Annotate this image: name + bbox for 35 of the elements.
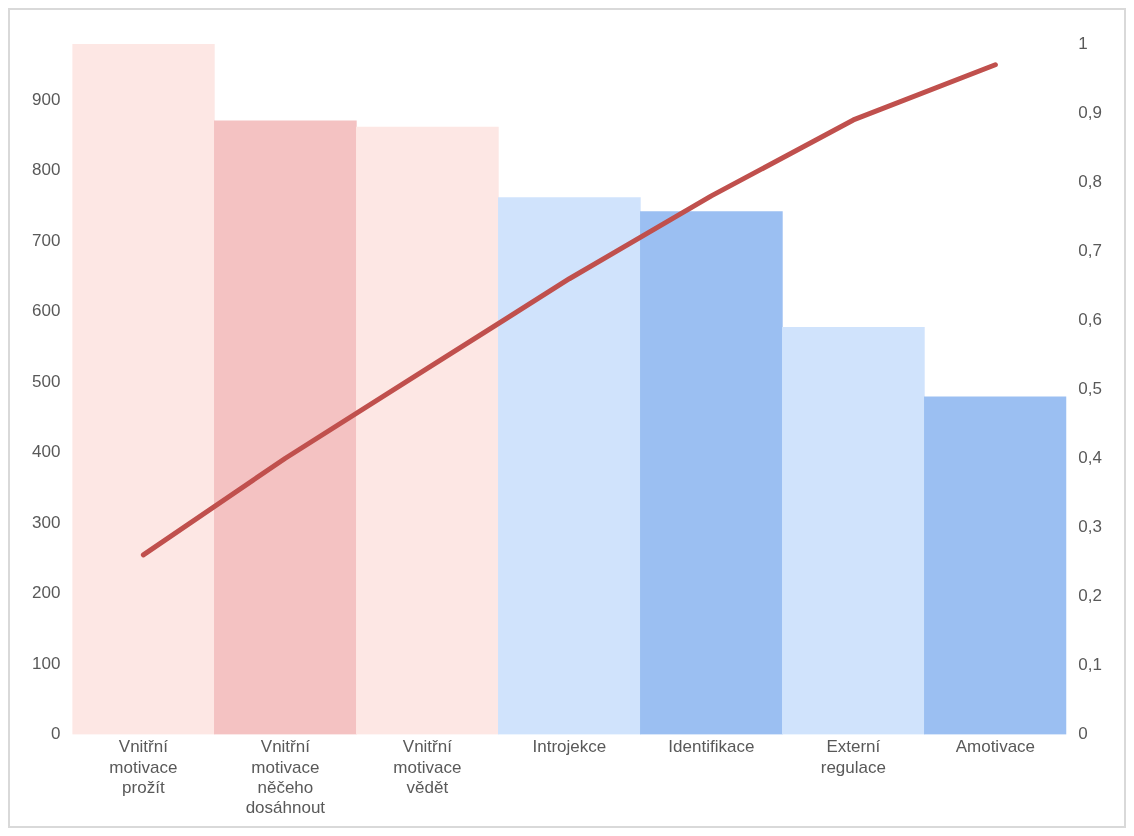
y-tick-label: 900 — [31, 90, 61, 110]
y2-tick-label: 0,1 — [1078, 655, 1103, 675]
y-tick-label: 300 — [31, 512, 61, 532]
x-tick-label: Vnitřní motivace něčeho dosáhnout — [245, 737, 326, 818]
y-tick-label: 800 — [31, 160, 61, 180]
y2-tick-label: 0,7 — [1078, 240, 1103, 260]
bar — [498, 197, 641, 735]
x-tick-label: Identifikace — [668, 737, 755, 757]
y-tick-label: 500 — [31, 371, 61, 391]
y2-tick-label: 0,3 — [1078, 516, 1103, 536]
y2-tick-label: 0,2 — [1078, 586, 1103, 606]
x-tick-label: Introjekce — [532, 737, 607, 757]
y-tick-label: 0 — [50, 724, 61, 744]
y2-tick-label: 0,5 — [1078, 378, 1103, 398]
y2-tick-label: 0,4 — [1078, 447, 1103, 467]
bar — [640, 211, 783, 735]
y-tick-label: 700 — [31, 230, 61, 250]
x-tick-label: Vnitřní motivace prožít — [109, 737, 178, 798]
y2-tick-label: 0,9 — [1078, 102, 1103, 122]
bar — [782, 326, 925, 735]
x-tick-label: Vnitřní motivace vědět — [393, 737, 462, 798]
y2-tick-label: 0 — [1078, 724, 1088, 744]
bar — [72, 44, 215, 735]
x-tick-label: Externí regulace — [820, 737, 886, 777]
y-tick-label: 200 — [31, 583, 61, 603]
y2-tick-label: 0,6 — [1078, 309, 1103, 329]
y2-tick-label: 1 — [1078, 33, 1088, 53]
bar — [214, 120, 357, 735]
y-tick-label: 400 — [31, 442, 61, 462]
bar — [924, 396, 1067, 735]
x-tick-label: Amotivace — [955, 737, 1036, 757]
y-tick-label: 600 — [31, 301, 61, 321]
bar — [356, 126, 499, 735]
y2-tick-label: 0,8 — [1078, 171, 1103, 191]
y-tick-label: 100 — [31, 653, 61, 673]
